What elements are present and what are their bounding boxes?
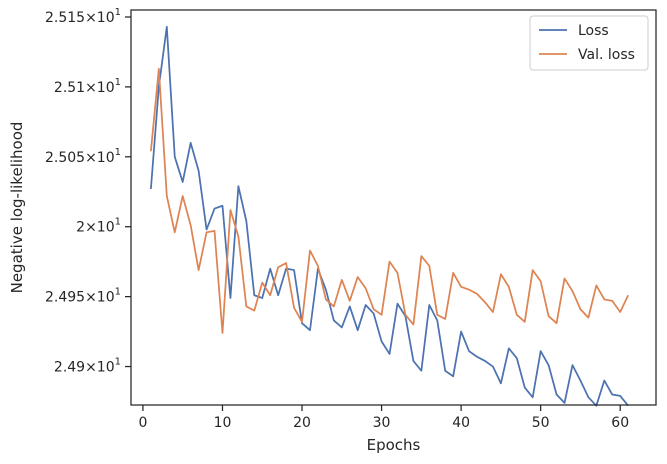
x-axis-label: Epochs <box>367 436 421 454</box>
x-tick-label: 20 <box>293 415 311 431</box>
x-tick-label: 60 <box>611 415 629 431</box>
legend: Loss Val. loss <box>529 15 649 71</box>
x-tick-label: 50 <box>532 415 550 431</box>
x-tick-label: 30 <box>373 415 391 431</box>
plot-frame <box>130 9 657 406</box>
y-axis-label: Negative log-likelihood <box>8 122 26 294</box>
y-tick-label: 2.515×101 <box>45 7 121 26</box>
legend-label-val-loss: Val. loss <box>578 47 635 63</box>
series-line-loss <box>150 25 629 407</box>
y-tick-label: 2.51×101 <box>54 77 121 96</box>
y-axis-ticks: 2.49×101 2.495×101 2×101 2.505×101 2.51×101 2… <box>45 7 131 376</box>
y-tick-label: 2.495×101 <box>45 287 121 306</box>
series-lines <box>150 25 629 407</box>
x-tick-label: 10 <box>214 415 232 431</box>
y-tick-label: 2.49×101 <box>54 357 121 376</box>
y-tick-label: 2×101 <box>76 217 121 236</box>
x-tick-label: 0 <box>138 415 147 431</box>
x-tick-label: 40 <box>452 415 470 431</box>
x-axis-ticks: 0 10 20 30 40 50 60 <box>138 405 629 431</box>
series-line-val-loss <box>150 67 629 334</box>
legend-label-loss: Loss <box>578 23 609 39</box>
y-tick-label: 2.505×101 <box>45 147 121 166</box>
